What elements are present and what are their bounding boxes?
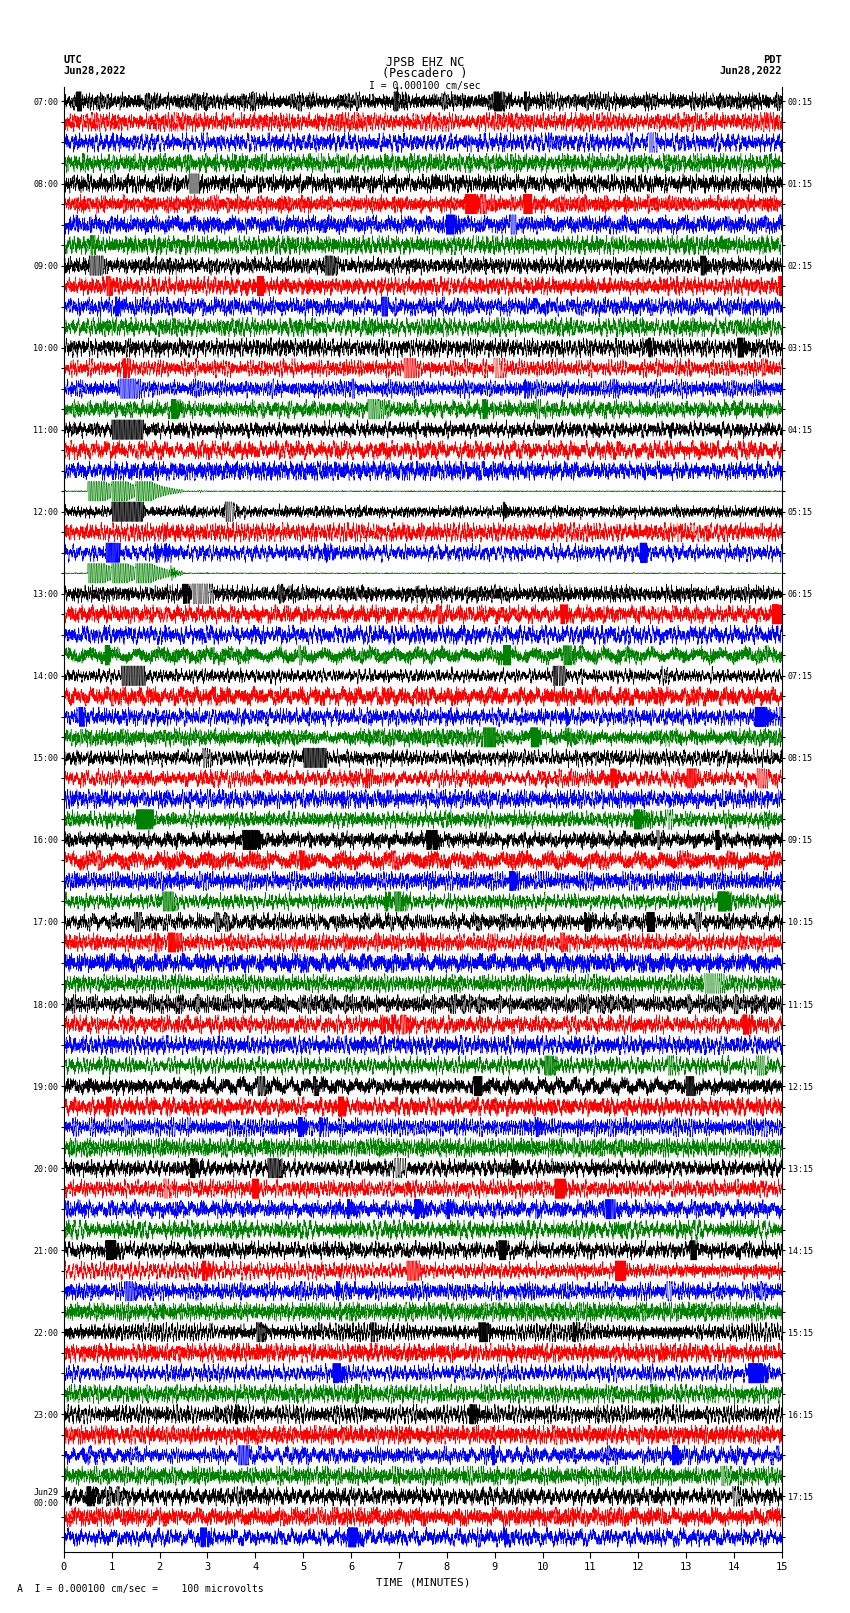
Text: (Pescadero ): (Pescadero ) — [382, 66, 468, 79]
Text: A  I = 0.000100 cm/sec =    100 microvolts: A I = 0.000100 cm/sec = 100 microvolts — [17, 1584, 264, 1594]
Text: PDT: PDT — [763, 55, 782, 65]
Text: JPSB EHZ NC: JPSB EHZ NC — [386, 55, 464, 69]
Text: Jun28,2022: Jun28,2022 — [64, 66, 127, 76]
Text: UTC: UTC — [64, 55, 82, 65]
Text: I = 0.000100 cm/sec: I = 0.000100 cm/sec — [369, 81, 481, 90]
X-axis label: TIME (MINUTES): TIME (MINUTES) — [376, 1578, 470, 1587]
Text: Jun28,2022: Jun28,2022 — [719, 66, 782, 76]
